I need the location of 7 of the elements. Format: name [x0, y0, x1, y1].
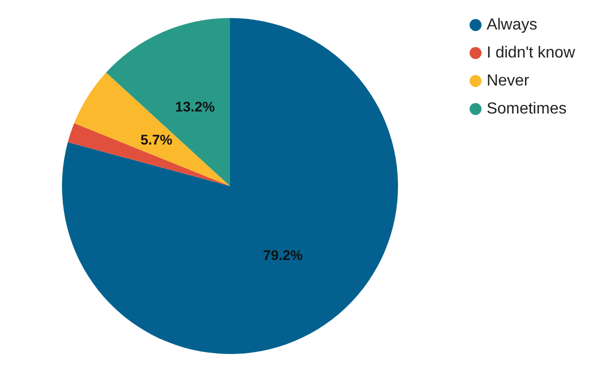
legend-label: I didn't know [486, 44, 576, 62]
legend-label: Sometimes [486, 100, 567, 118]
data-label: 13.2% [175, 98, 216, 114]
legend-label: Never [486, 72, 530, 90]
data-label: 79.2% [263, 247, 304, 264]
legend-label: Always [486, 16, 538, 34]
data-label: 5.7% [140, 132, 173, 148]
